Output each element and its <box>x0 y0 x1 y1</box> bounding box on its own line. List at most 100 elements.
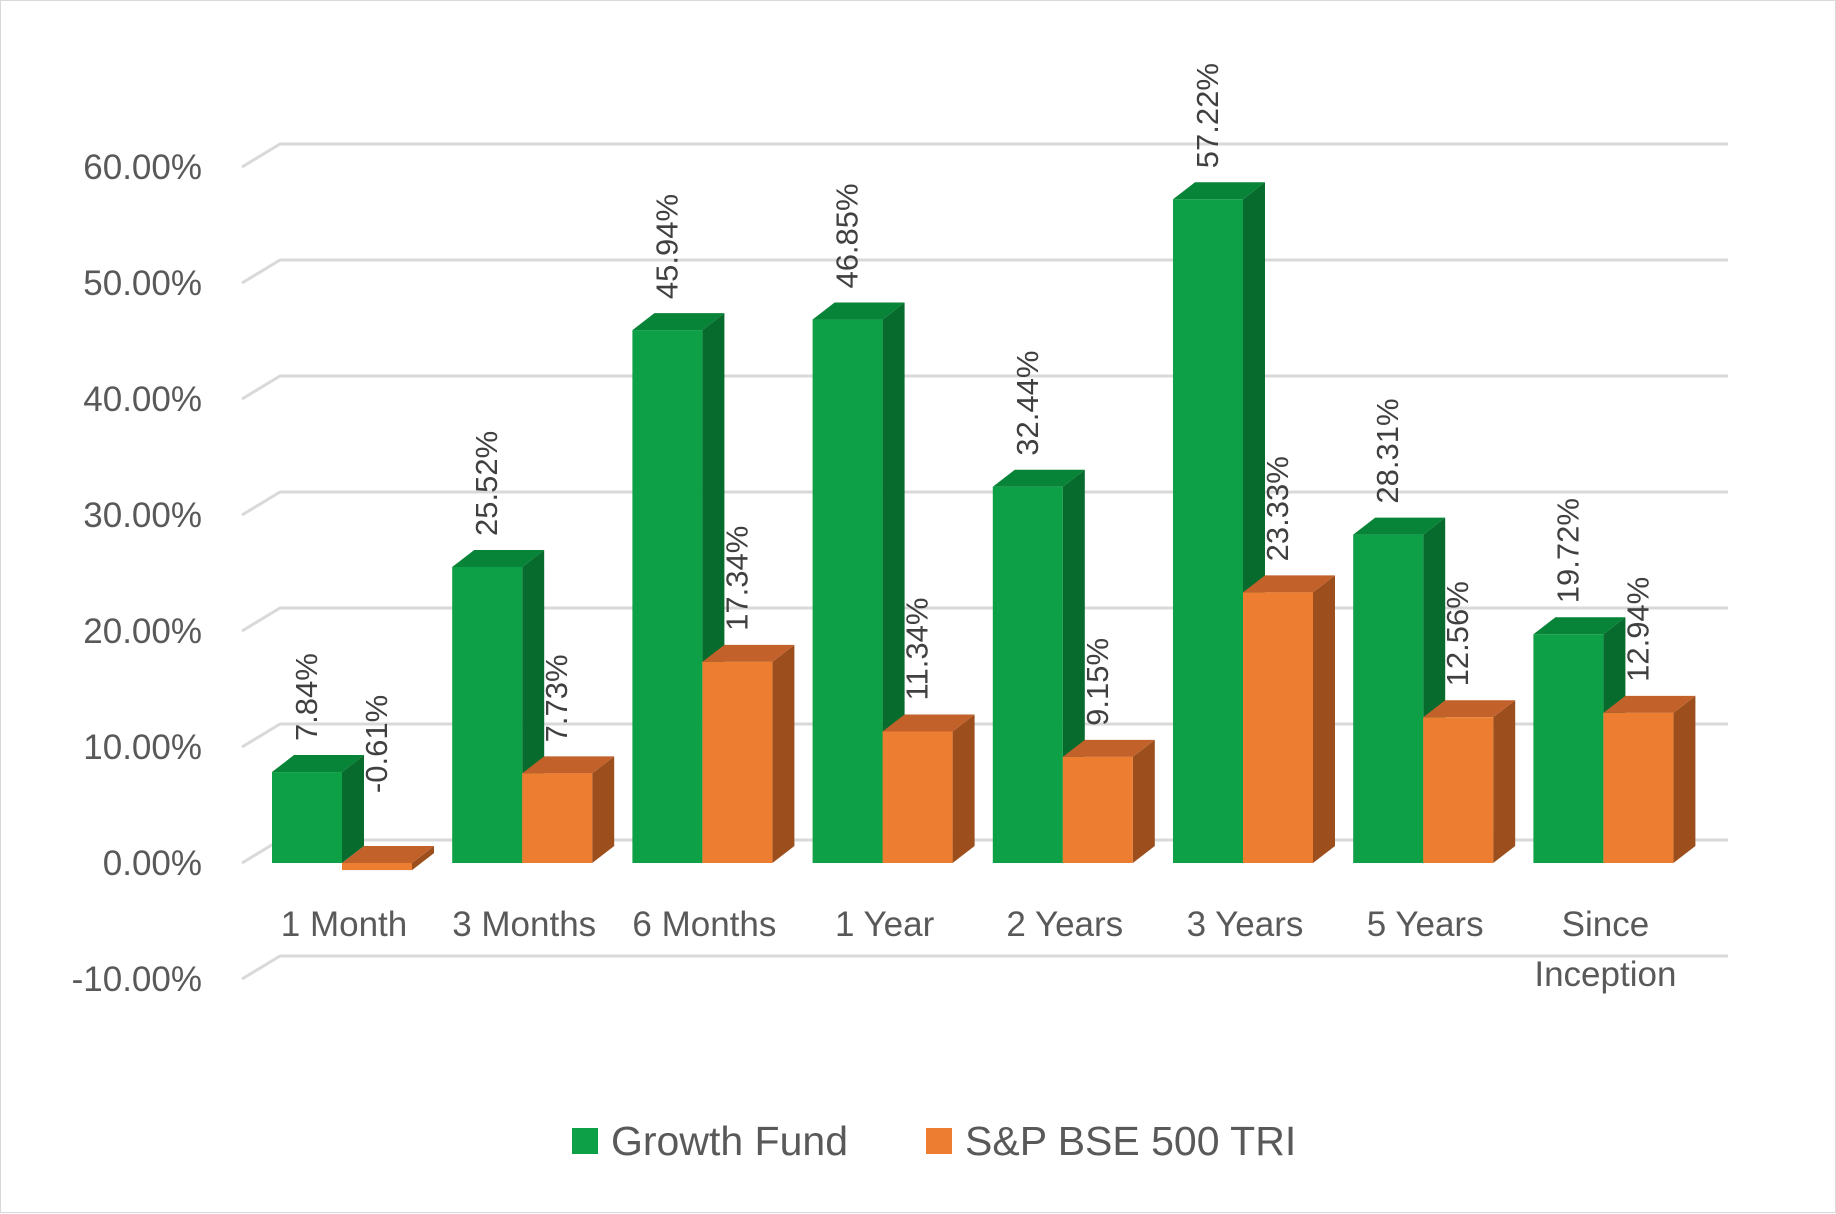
data-label: -0.61% <box>359 695 394 793</box>
category-label: 5 Years <box>1367 905 1484 944</box>
data-label: 9.15% <box>1080 638 1115 726</box>
legend-swatch <box>926 1128 952 1154</box>
data-label: 7.73% <box>539 654 574 742</box>
bar <box>1062 739 1155 863</box>
bar <box>812 302 905 863</box>
bar-top <box>452 549 545 567</box>
bar <box>1603 695 1696 863</box>
gridline <box>241 258 1728 285</box>
y-tick-label: 30.00% <box>83 496 202 535</box>
bar-side <box>592 756 615 863</box>
bar-front <box>632 330 703 863</box>
gridline <box>241 954 1728 981</box>
bar-front <box>272 772 342 863</box>
bar-top <box>992 469 1085 487</box>
bar-front <box>702 661 773 863</box>
data-label: 17.34% <box>719 526 754 631</box>
bar <box>1173 182 1265 864</box>
data-label: 23.33% <box>1260 456 1295 561</box>
bar <box>1243 575 1335 863</box>
bar-front <box>1353 534 1424 863</box>
data-label: 32.44% <box>1010 351 1045 456</box>
data-labels: 7.84% -0.61% 25.52% 7.73% 45.94% 17.34% 46.85%… <box>289 63 1655 793</box>
gridline <box>241 490 1728 517</box>
bar-front <box>1533 634 1604 863</box>
bar-front <box>342 863 412 871</box>
bar <box>632 313 725 863</box>
bar <box>342 846 434 871</box>
y-tick-label: 60.00% <box>83 148 202 187</box>
bar-top <box>342 846 434 863</box>
bar-top <box>1243 575 1335 593</box>
bar-front <box>812 319 883 863</box>
bar-top <box>522 756 615 774</box>
bar-top <box>1423 700 1516 718</box>
category-label: 3 Years <box>1187 905 1304 944</box>
bar-side <box>952 714 975 863</box>
bar <box>522 756 615 863</box>
data-label: 25.52% <box>469 431 504 536</box>
data-label: 11.34% <box>900 598 935 701</box>
bar-side <box>1673 695 1696 863</box>
data-label: 46.85% <box>830 183 865 288</box>
data-label: 28.31% <box>1370 398 1405 503</box>
category-label: 2 Years <box>1006 905 1123 944</box>
bar-front <box>882 731 953 863</box>
bar-front <box>1423 717 1494 863</box>
legend-label: Growth Fund <box>611 1118 848 1164</box>
bar-top <box>1062 739 1155 757</box>
bar <box>272 755 364 863</box>
data-label: 57.22% <box>1190 63 1225 168</box>
legend-swatch <box>572 1128 598 1154</box>
bar-top <box>702 644 795 662</box>
bar-top <box>1533 617 1626 635</box>
data-label: 7.84% <box>289 653 324 741</box>
y-tick-label: 10.00% <box>83 728 202 767</box>
bar-front <box>1603 712 1674 863</box>
bar-top <box>632 313 725 331</box>
bar-side <box>772 644 795 863</box>
category-label: Inception <box>1534 955 1676 994</box>
bar <box>1423 700 1516 863</box>
y-tick-label: -10.00% <box>72 960 202 999</box>
gridline <box>241 142 1728 169</box>
legend-label: S&P BSE 500 TRI <box>965 1118 1296 1164</box>
bar-front <box>992 486 1063 863</box>
y-axis-ticks: -10.00% 0.00% 10.00% 20.00% 30.00% 40.00% 50.0… <box>72 148 202 999</box>
bar-side <box>342 755 364 863</box>
bar-top <box>1353 517 1446 535</box>
data-label: 12.56% <box>1440 581 1475 686</box>
bar <box>882 714 975 863</box>
gridlines <box>241 142 1728 981</box>
category-label: Since <box>1562 905 1650 944</box>
category-labels: 1 Month 3 Months 6 Months 1 Year 2 Years 3 Ye… <box>281 905 1677 994</box>
category-label: 3 Months <box>452 905 596 944</box>
bar-front <box>1062 756 1133 863</box>
y-tick-label: 40.00% <box>83 380 202 419</box>
data-label: 19.72% <box>1550 498 1585 603</box>
bar <box>702 644 795 863</box>
bar-side <box>1313 575 1335 863</box>
bar-top <box>1173 182 1265 200</box>
category-label: 1 Month <box>281 905 407 944</box>
bar-top <box>272 755 364 773</box>
y-tick-label: 20.00% <box>83 612 202 651</box>
data-label: 12.94% <box>1620 577 1655 682</box>
category-label: 1 Year <box>835 905 935 944</box>
bar-side <box>1493 700 1516 863</box>
bar-front <box>1173 199 1243 864</box>
bars <box>272 182 1696 871</box>
bar-front <box>522 773 593 863</box>
y-tick-label: 0.00% <box>103 844 202 883</box>
bar-top <box>882 714 975 732</box>
bar-front <box>452 566 523 863</box>
legend: Growth Fund S&P BSE 500 TRI <box>572 1118 1296 1164</box>
y-tick-label: 50.00% <box>83 264 202 303</box>
bar-side <box>412 846 434 871</box>
bar-front <box>1243 592 1313 863</box>
bar-top <box>812 302 905 320</box>
gridline <box>241 374 1728 401</box>
bar-top <box>1603 695 1696 713</box>
